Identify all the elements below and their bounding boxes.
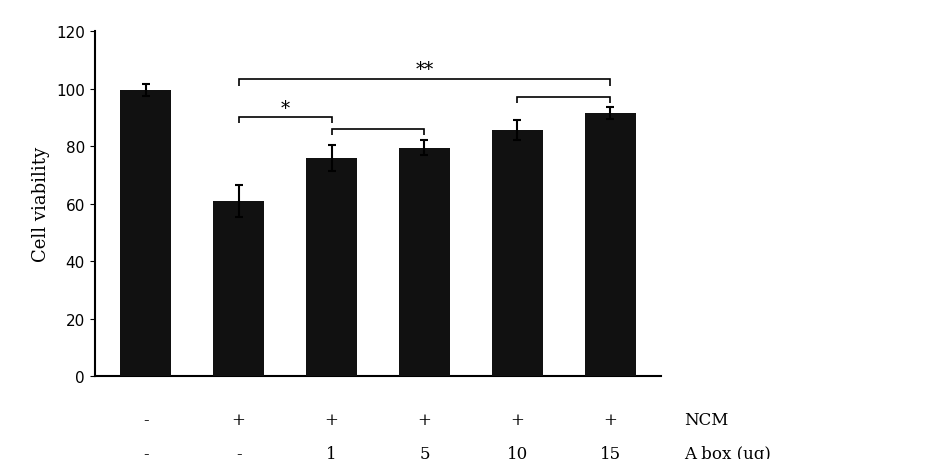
Text: +: + <box>231 411 245 428</box>
Text: 1: 1 <box>326 445 336 459</box>
Text: -: - <box>143 445 148 459</box>
Text: **: ** <box>415 61 433 78</box>
Text: 10: 10 <box>506 445 528 459</box>
Text: 5: 5 <box>419 445 430 459</box>
Y-axis label: Cell viability: Cell viability <box>32 147 50 262</box>
Text: +: + <box>324 411 338 428</box>
Text: 15: 15 <box>599 445 620 459</box>
Bar <box>584 114 635 376</box>
Text: *: * <box>280 99 289 118</box>
Text: -: - <box>143 411 148 428</box>
Text: NCM: NCM <box>683 411 728 428</box>
Bar <box>212 202 264 376</box>
Text: +: + <box>510 411 524 428</box>
Bar <box>120 91 171 376</box>
Text: A box (ug): A box (ug) <box>683 445 770 459</box>
Text: +: + <box>417 411 431 428</box>
Bar <box>306 158 357 376</box>
Bar <box>398 148 449 376</box>
Text: +: + <box>603 411 616 428</box>
Bar <box>491 131 543 376</box>
Text: -: - <box>235 445 241 459</box>
